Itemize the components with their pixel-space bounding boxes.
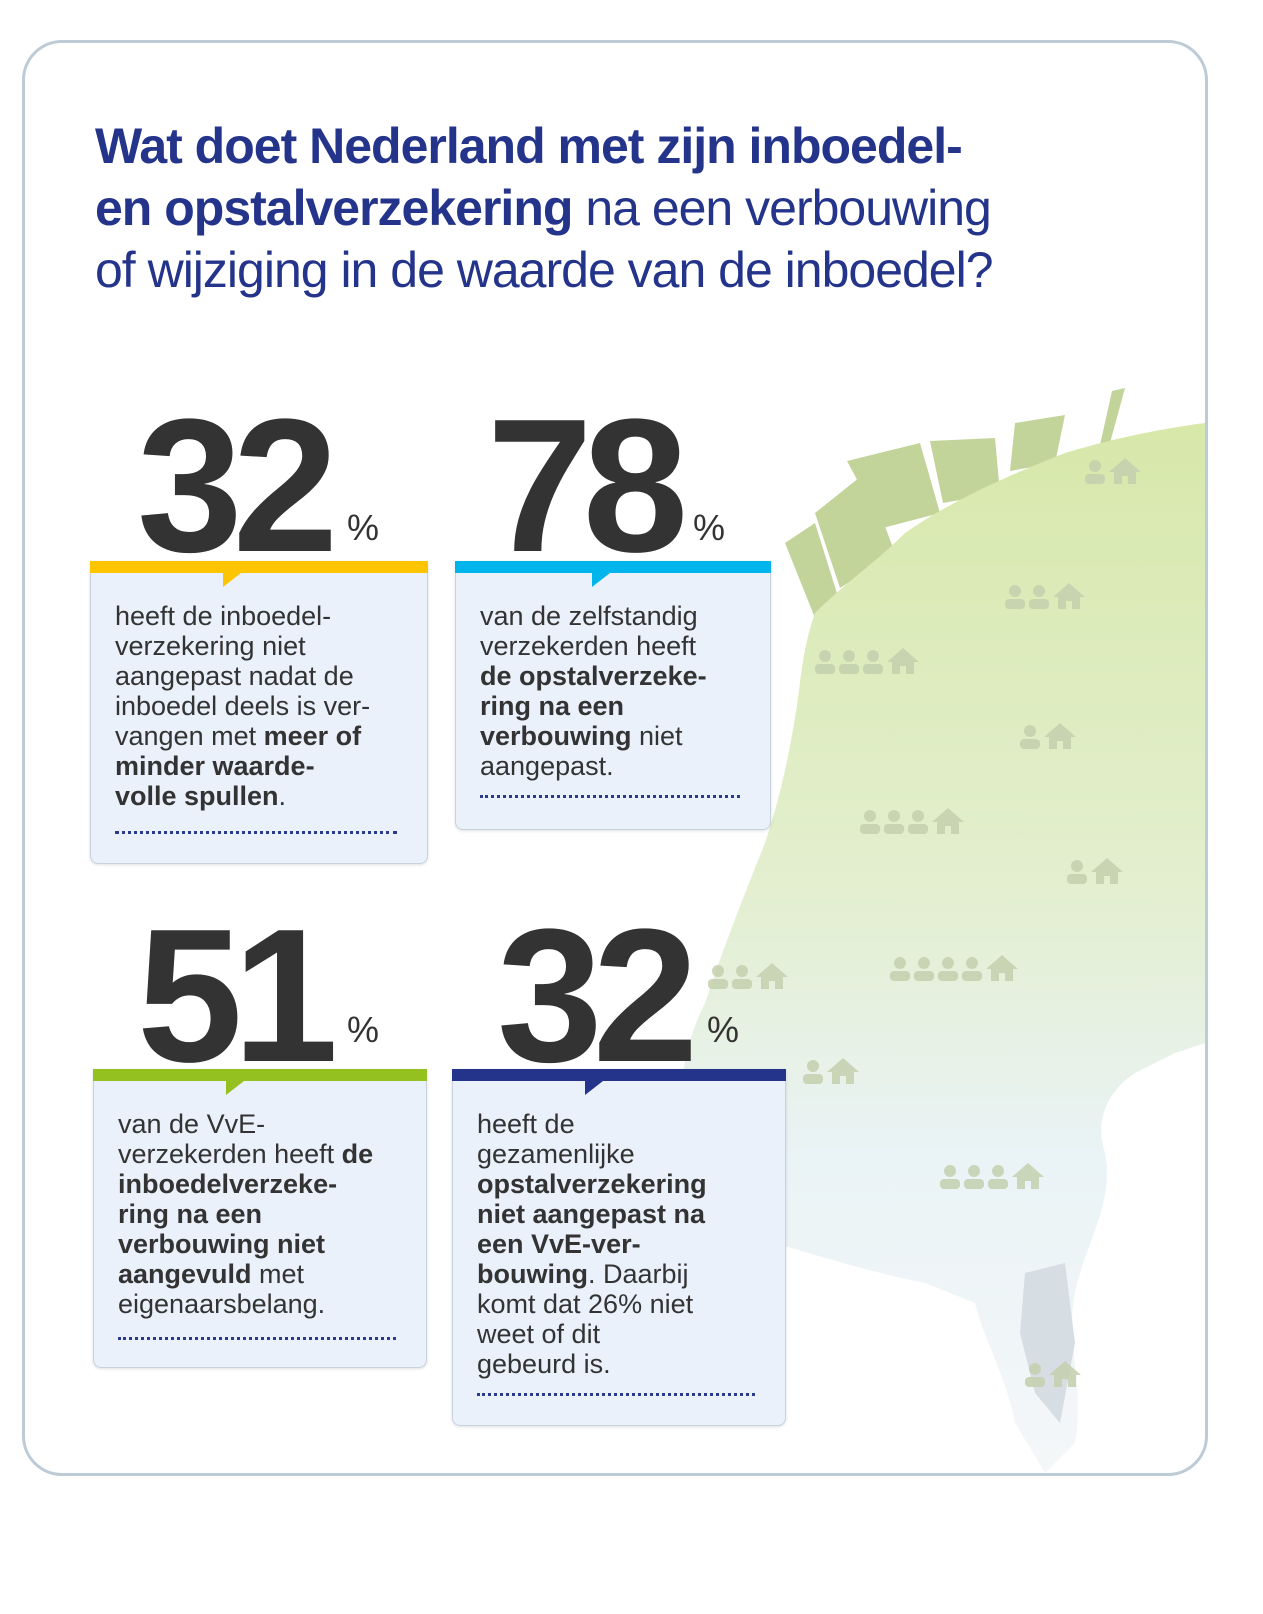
stat-card-4: heeft de gezamenlijke opstalverzekering nie… (452, 1069, 786, 1426)
stat-value-3: 51 (137, 890, 338, 1102)
person-house-icon (1025, 1361, 1081, 1387)
stat-description-1: heeft de inboedel-verzekering niet aangep… (115, 601, 371, 811)
stat-description-3: van de VvE-verzekerden heeft de inboedelv… (118, 1109, 374, 1319)
stat-unit-3: % (347, 1009, 380, 1050)
stat-unit-1: % (347, 507, 380, 548)
person-house-icon (708, 963, 788, 989)
stat-description-4: heeft de gezamenlijke opstalverzekering nie… (477, 1109, 707, 1379)
stat-value-1: 32 (137, 380, 338, 592)
infographic-frame: Wat doet Nederland met zijn inboedel- en… (22, 40, 1208, 1476)
person-house-icon (1005, 583, 1085, 609)
person-house-icon (860, 808, 964, 834)
stat-value-2: 78 (487, 380, 688, 592)
stat-description-2: van de zelfstandig verzekerden heeft de op… (480, 601, 707, 781)
stat-card-1: heeft de inboedel-verzekering niet aangep… (90, 561, 428, 864)
stat-unit-4: % (707, 1009, 740, 1050)
stat-unit-2: % (693, 507, 726, 548)
person-house-icon (1085, 458, 1141, 484)
person-house-icon (940, 1163, 1044, 1189)
netherlands-map (681, 388, 1205, 1473)
stat-card-3: van de VvE-verzekerden heeft de inboedelv… (93, 1069, 427, 1368)
person-house-icon (815, 648, 919, 674)
person-house-icon (1067, 858, 1123, 884)
stat-value-4: 32 (497, 890, 698, 1102)
stat-card-2: van de zelfstandig verzekerden heeft de op… (455, 561, 771, 830)
person-house-icon (803, 1058, 859, 1084)
person-house-icon (890, 955, 1018, 981)
page-title: Wat doet Nederland met zijn inboedel- en… (95, 118, 994, 298)
person-house-icon (1020, 723, 1076, 749)
